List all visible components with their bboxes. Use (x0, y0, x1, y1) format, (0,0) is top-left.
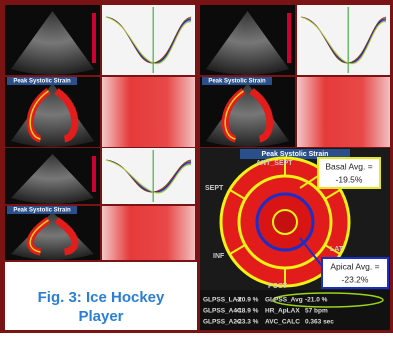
strain-map (297, 77, 390, 147)
color-bar (287, 13, 291, 63)
table-cell: GLPSS_Avg (265, 297, 303, 304)
segment-label: INF (213, 253, 225, 260)
table-rows: GLPSS_LAX-20.9 %GLPSS_Avg-21.0 %GLPSS_A4… (203, 297, 334, 326)
table-cell: 57 bpm (305, 308, 328, 315)
segment-label: ANT_SEPT (256, 160, 293, 167)
callout-text: -19.5% (336, 174, 363, 184)
table-cell: 0.363 sec (305, 319, 334, 326)
strain-label: Peak Systolic Strain (13, 208, 71, 214)
strain-map (102, 77, 195, 147)
strain-label: Peak Systolic Strain (208, 79, 266, 85)
table-cell: -23.3 % (236, 319, 259, 326)
segment-label: SEPT (205, 185, 224, 192)
table-cell: -18.9 % (236, 308, 259, 315)
callout-text: Apical Avg. = (330, 261, 379, 271)
segment-label: LAT (330, 246, 344, 253)
curve-bg (102, 148, 195, 204)
strain-label: Peak Systolic Strain (13, 79, 71, 85)
bullseye-title: Peak Systolic Strain (262, 151, 329, 158)
table-cell: AVC_CALC (265, 319, 300, 326)
table-cell: -20.9 % (236, 297, 259, 304)
page: Peak Systolic Strain Peak Systolic Strain… (0, 0, 393, 333)
callout-text: Basal Avg. = (325, 161, 372, 171)
table-cell: HR_ApLAX (265, 308, 300, 315)
callout-text: -23.2% (342, 274, 369, 284)
curve-bg (297, 5, 390, 75)
color-bar (92, 13, 96, 63)
caption: Fig. 3: Ice Hockey (38, 289, 165, 306)
table-cell: -21.0 % (305, 297, 328, 304)
color-bar (92, 156, 96, 192)
strain-map (102, 206, 195, 260)
caption: Player (78, 308, 123, 325)
segment-label: POST (268, 283, 288, 290)
curve-bg (102, 5, 195, 75)
